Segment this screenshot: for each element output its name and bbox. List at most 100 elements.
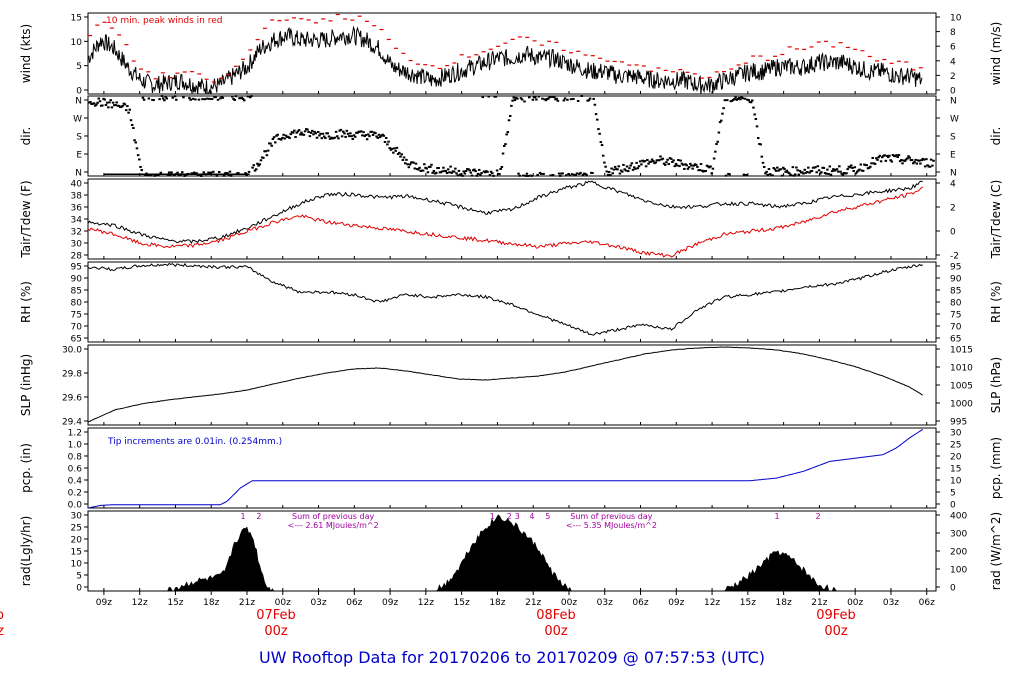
- dir-point: [164, 95, 167, 98]
- dir-point: [600, 144, 604, 147]
- dir-point: [140, 169, 143, 172]
- ytick-label-right-rh: 65: [950, 335, 961, 345]
- dir-point: [367, 133, 370, 136]
- dir-point: [674, 162, 678, 165]
- day-label-date: 09Feb: [816, 608, 856, 623]
- dir-point: [858, 168, 861, 171]
- dir-point: [121, 104, 124, 107]
- dir-point: [677, 159, 680, 162]
- dir-point: [307, 130, 310, 133]
- ytick-label-right-pcp: 10: [950, 477, 962, 487]
- ytick-label-left-rad: 25: [71, 524, 82, 534]
- dir-point: [829, 173, 833, 176]
- dir-point: [725, 99, 729, 102]
- dir-point: [246, 95, 250, 98]
- dir-point: [510, 104, 513, 107]
- ytick-label-left-rh: 70: [71, 323, 83, 333]
- dir-point: [209, 171, 213, 174]
- dir-point: [129, 119, 133, 122]
- dir-point: [755, 125, 759, 128]
- dir-point: [452, 170, 456, 173]
- ytick-label-right-wind: 6: [950, 43, 956, 53]
- xtick-label: 06z: [919, 598, 935, 608]
- dir-point: [418, 166, 421, 169]
- dir-point: [875, 157, 878, 160]
- panel-frame-temp: [87, 178, 937, 260]
- dir-point: [462, 170, 465, 173]
- dir-point: [873, 162, 877, 165]
- dir-point: [475, 174, 479, 177]
- ytick-label-left-dir: N: [75, 169, 82, 179]
- ytick-label-right-slp: 1015: [950, 346, 973, 356]
- dir-point: [646, 158, 649, 161]
- dir-point: [253, 169, 257, 172]
- dir-point: [630, 162, 634, 165]
- dir-point: [807, 166, 810, 169]
- ytick-label-right-dir: S: [950, 133, 956, 143]
- dir-point: [310, 129, 314, 132]
- dir-point: [824, 172, 828, 175]
- dir-point: [894, 155, 897, 158]
- ytick-label-right-rh: 95: [950, 263, 961, 273]
- dir-point: [814, 166, 817, 169]
- ytick-label-left-dir: W: [73, 115, 82, 125]
- dir-point: [790, 174, 793, 177]
- dir-point: [898, 160, 902, 163]
- dir-point: [396, 153, 400, 156]
- dir-point: [865, 164, 869, 167]
- dir-point: [551, 174, 555, 177]
- dir-point: [383, 140, 387, 143]
- dir-point: [175, 98, 178, 101]
- dir-point: [412, 161, 415, 164]
- dir-point: [208, 97, 211, 100]
- xtick-label: 09z: [382, 598, 398, 608]
- dir-point: [346, 132, 350, 135]
- rad-marker: 4: [529, 512, 534, 521]
- dir-point: [467, 168, 470, 171]
- day-label-date: 08Feb: [536, 608, 576, 623]
- dir-point: [282, 133, 285, 136]
- dir-point: [265, 154, 269, 157]
- dir-point: [297, 129, 301, 132]
- dir-point: [815, 171, 818, 174]
- dir-point: [925, 158, 928, 161]
- dir-point: [381, 133, 384, 136]
- dir-point: [768, 173, 772, 176]
- dir-point: [835, 168, 839, 171]
- dir-point: [393, 147, 396, 150]
- dir-point: [202, 171, 205, 174]
- dir-point: [784, 170, 787, 173]
- dir-point: [753, 113, 756, 116]
- dir-point: [764, 172, 767, 175]
- dir-point: [274, 141, 277, 144]
- dir-point: [530, 174, 533, 177]
- dir-point: [585, 173, 588, 176]
- dir-point: [417, 168, 420, 171]
- dir-point: [777, 169, 780, 172]
- dir-point: [117, 104, 121, 107]
- dir-point: [400, 153, 403, 156]
- ytick-label-left-wind: 5: [76, 62, 82, 72]
- dir-point: [756, 137, 760, 140]
- dir-point: [647, 162, 650, 165]
- dir-point: [300, 131, 303, 134]
- dir-point: [195, 172, 198, 175]
- dir-point: [568, 174, 572, 177]
- ytick-label-right-dir: N: [950, 169, 957, 179]
- dir-point: [877, 156, 880, 159]
- dir-point: [792, 174, 796, 177]
- dir-point: [287, 135, 290, 138]
- dir-point: [256, 162, 259, 165]
- dir-point: [669, 157, 673, 160]
- dir-point: [915, 162, 919, 165]
- dir-point: [126, 105, 129, 108]
- dir-point: [455, 172, 458, 175]
- dir-point: [928, 165, 932, 168]
- dir-point: [581, 173, 585, 176]
- dir-point: [328, 137, 332, 140]
- dir-point: [687, 166, 691, 169]
- ytick-label-left-temp: 30: [71, 240, 83, 250]
- ytick-label-left-rh: 75: [71, 311, 82, 321]
- dir-point: [340, 135, 344, 138]
- ytick-label-left-dir: S: [76, 133, 82, 143]
